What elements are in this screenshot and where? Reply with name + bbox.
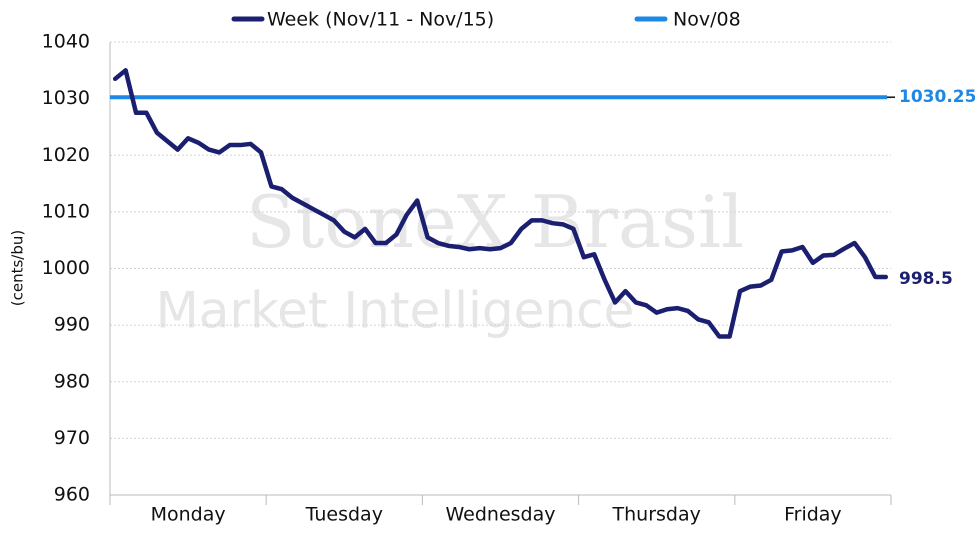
- y-tick-label: 1000: [42, 257, 90, 279]
- x-tick-label: Thursday: [612, 504, 701, 526]
- reference-label: 1030.25: [899, 87, 975, 107]
- y-tick-label: 980: [54, 370, 90, 392]
- legend-label: Nov/08: [673, 9, 741, 31]
- legend-label: Week (Nov/11 - Nov/15): [267, 9, 494, 31]
- x-tick-label: Friday: [784, 504, 842, 526]
- watermark: Market Intelligence: [156, 282, 635, 340]
- y-tick-label: 960: [54, 484, 90, 506]
- x-tick-label: Tuesday: [305, 504, 383, 526]
- y-tick-label: 990: [54, 314, 90, 336]
- y-tick-label: 1010: [42, 200, 90, 222]
- y-tick-label: 1040: [42, 31, 90, 53]
- y-tick-label: 970: [54, 427, 90, 449]
- y-axis-label: (cents/bu): [9, 230, 27, 306]
- x-tick-label: Monday: [151, 504, 226, 526]
- series-line: [112, 68, 889, 339]
- y-tick-label: 1030: [42, 87, 90, 109]
- x-tick-label: Wednesday: [445, 504, 555, 526]
- watermark: StoneX Brasil: [246, 180, 744, 264]
- y-tick-label: 1020: [42, 144, 90, 166]
- end-value-label: 998.5: [899, 269, 953, 289]
